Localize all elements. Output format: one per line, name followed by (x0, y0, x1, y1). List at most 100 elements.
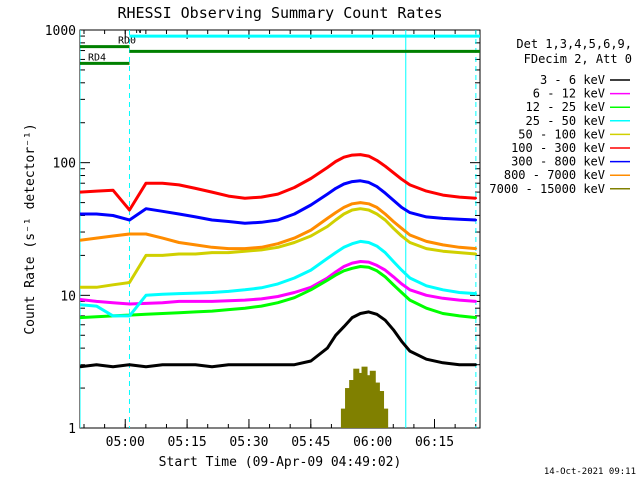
series-point (95, 304, 98, 308)
series-point (243, 196, 247, 200)
series-point (458, 291, 461, 294)
series-bar-7000-15000 (369, 370, 376, 428)
series-point (342, 246, 346, 249)
series-point (392, 328, 395, 331)
series-point (400, 268, 403, 272)
series-point (276, 218, 280, 222)
series-point (177, 241, 181, 244)
series-point (309, 288, 313, 292)
series-point (111, 365, 115, 368)
series-point (276, 192, 280, 196)
series-point (260, 304, 263, 308)
series-point (392, 283, 395, 287)
series-point (425, 247, 428, 250)
series-point (260, 297, 263, 301)
series-point (144, 365, 148, 368)
legend-label: 100 - 300 keV (511, 141, 605, 155)
series-point (309, 228, 313, 232)
series-point (276, 363, 280, 366)
series-point (458, 251, 461, 254)
series-line (80, 179, 476, 225)
series-point (95, 363, 98, 366)
series-point (111, 283, 115, 287)
series-point (243, 306, 247, 310)
series-point (243, 298, 247, 302)
series-point (342, 325, 346, 328)
series-point (400, 234, 403, 238)
series-point (359, 265, 362, 268)
series-point (276, 301, 280, 304)
series-point (194, 187, 197, 190)
series-point (309, 177, 313, 180)
series-point (210, 309, 214, 313)
series-point (80, 286, 82, 289)
legend-label: 50 - 100 keV (518, 127, 605, 141)
x-tick-label: 05:15 (168, 435, 207, 450)
series-point (227, 363, 230, 366)
series-point (194, 300, 197, 303)
series-point (309, 203, 313, 207)
state-label: RD4 (88, 52, 106, 63)
series-point (334, 251, 337, 254)
series-point (111, 314, 115, 318)
series-point (375, 212, 379, 216)
series-point (359, 312, 362, 315)
legend-label: 25 - 50 keV (526, 114, 605, 128)
series-point (367, 265, 370, 269)
series-point (95, 315, 98, 318)
series-point (326, 257, 329, 260)
series-point (334, 273, 337, 277)
series-point (350, 208, 354, 212)
series-point (367, 208, 370, 212)
series-point (441, 288, 445, 292)
series-point (177, 300, 181, 303)
series-point (227, 247, 230, 250)
series-point (227, 308, 230, 311)
series-point (243, 363, 247, 366)
series-point (474, 300, 478, 303)
series-point (350, 261, 354, 265)
series-point (144, 232, 148, 236)
y-tick-label: 10 (60, 289, 76, 304)
series-point (425, 358, 428, 361)
series-point (359, 207, 362, 210)
series-point (359, 201, 362, 204)
series-point (326, 346, 329, 350)
series-point (425, 294, 428, 297)
series-point (80, 365, 82, 368)
series-point (425, 284, 428, 287)
series-point (375, 185, 379, 188)
series-point (458, 195, 461, 199)
chart-title: RHESSI Observing Summary Count Rates (117, 4, 442, 22)
y-axis: 1 10 100 1000 (45, 24, 480, 437)
series-point (80, 212, 82, 216)
series-bar-7000-15000 (365, 375, 372, 428)
series-point (334, 187, 337, 190)
timestamp: 14-Oct-2021 09:11 (544, 467, 636, 477)
series-point (400, 227, 403, 230)
series-point (144, 182, 148, 185)
series-point (441, 312, 445, 315)
series-point (392, 227, 395, 230)
legend-label: 300 - 800 keV (511, 155, 605, 169)
series-point (161, 312, 164, 315)
series-point (350, 267, 354, 270)
series-point (367, 202, 370, 205)
series-point (400, 340, 403, 343)
series-point (334, 270, 337, 274)
series-point (161, 236, 164, 240)
series-point (210, 218, 214, 222)
series-point (80, 303, 82, 306)
series-point (441, 193, 445, 197)
series-point (408, 183, 412, 187)
series-point (408, 298, 412, 302)
series-bar-7000-15000 (378, 391, 385, 428)
series-point (128, 363, 131, 366)
series-point (144, 302, 148, 305)
series-point (276, 246, 280, 249)
series-point (177, 292, 181, 295)
series-point (350, 153, 354, 157)
series-point (144, 207, 148, 210)
series-point (243, 221, 247, 225)
series-point (383, 212, 387, 216)
